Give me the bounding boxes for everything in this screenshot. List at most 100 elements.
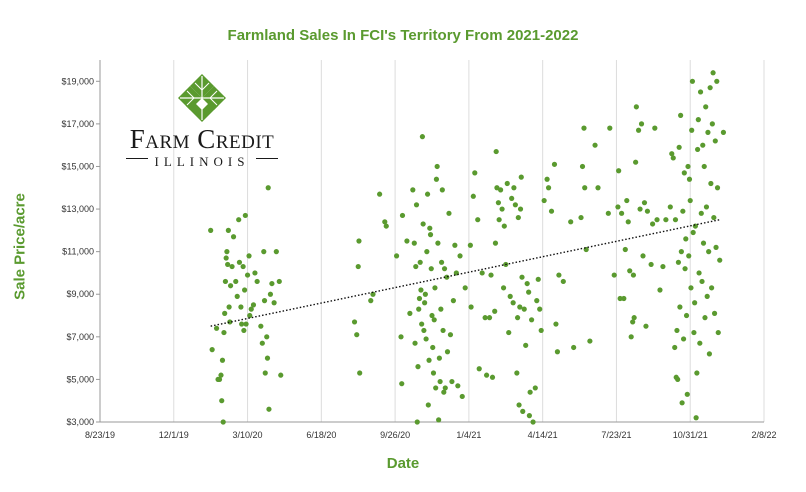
data-point bbox=[545, 185, 552, 191]
x-tick-label: 10/31/21 bbox=[673, 430, 708, 440]
data-point bbox=[229, 263, 235, 270]
data-point bbox=[715, 329, 721, 336]
data-point bbox=[241, 327, 247, 334]
data-point bbox=[678, 249, 684, 255]
data-point bbox=[411, 240, 417, 246]
data-point bbox=[459, 393, 465, 400]
data-point bbox=[382, 219, 388, 225]
data-point bbox=[370, 291, 376, 297]
data-point bbox=[357, 370, 363, 376]
data-point bbox=[679, 400, 685, 406]
data-point bbox=[515, 214, 521, 221]
data-point bbox=[427, 225, 433, 231]
data-point bbox=[243, 321, 249, 327]
data-point bbox=[696, 270, 702, 276]
data-point bbox=[509, 195, 515, 202]
data-point bbox=[688, 285, 694, 291]
data-point bbox=[479, 270, 485, 276]
data-point bbox=[687, 197, 693, 204]
data-point bbox=[416, 295, 423, 302]
data-point bbox=[434, 163, 440, 170]
x-axis-label: Date bbox=[386, 455, 420, 472]
data-point bbox=[264, 334, 270, 340]
data-point bbox=[240, 263, 246, 270]
data-point bbox=[627, 268, 633, 274]
data-point bbox=[227, 283, 234, 289]
x-tick-label: 9/26/20 bbox=[380, 430, 410, 440]
data-point bbox=[512, 202, 518, 208]
data-point bbox=[248, 306, 254, 312]
data-point bbox=[467, 242, 473, 248]
data-point bbox=[554, 349, 561, 355]
data-point bbox=[680, 208, 686, 214]
data-point bbox=[442, 385, 448, 391]
data-point bbox=[595, 185, 601, 191]
data-point bbox=[514, 315, 521, 321]
data-point bbox=[640, 253, 646, 259]
x-tick-label: 4/14/21 bbox=[528, 430, 558, 440]
data-point bbox=[452, 242, 458, 248]
data-point bbox=[581, 125, 587, 131]
data-point bbox=[489, 374, 496, 380]
data-point bbox=[529, 317, 535, 323]
data-point bbox=[551, 161, 558, 167]
data-point bbox=[631, 315, 637, 321]
data-point bbox=[501, 223, 507, 229]
data-point bbox=[541, 197, 547, 204]
data-point bbox=[440, 327, 446, 334]
data-point bbox=[415, 364, 421, 370]
data-point bbox=[630, 319, 636, 325]
data-point bbox=[675, 259, 682, 265]
data-point bbox=[218, 372, 224, 378]
data-point bbox=[617, 295, 623, 302]
data-point bbox=[506, 329, 512, 336]
data-point bbox=[422, 291, 428, 297]
data-point bbox=[236, 259, 243, 265]
data-point bbox=[250, 302, 257, 308]
data-point bbox=[435, 240, 441, 246]
data-point bbox=[399, 212, 406, 219]
data-point bbox=[703, 104, 709, 110]
axes bbox=[96, 60, 764, 423]
data-point bbox=[424, 249, 430, 255]
data-point bbox=[699, 278, 705, 285]
data-point bbox=[273, 249, 279, 255]
data-point bbox=[695, 117, 701, 123]
x-tick-label: 6/18/20 bbox=[306, 430, 336, 440]
data-point bbox=[643, 323, 649, 329]
data-point bbox=[225, 227, 231, 233]
data-point bbox=[457, 253, 463, 259]
data-point bbox=[427, 232, 434, 238]
data-point bbox=[221, 329, 227, 336]
data-point bbox=[498, 187, 504, 193]
data-point bbox=[628, 334, 634, 340]
data-point bbox=[517, 304, 523, 310]
data-point bbox=[424, 191, 431, 197]
data-point bbox=[441, 266, 448, 272]
data-point bbox=[276, 278, 282, 285]
data-point bbox=[438, 259, 445, 265]
data-point bbox=[635, 127, 642, 133]
data-point bbox=[430, 344, 436, 351]
data-point bbox=[706, 351, 713, 357]
data-point bbox=[624, 197, 630, 204]
trendline-group bbox=[210, 219, 720, 327]
data-point bbox=[553, 321, 559, 327]
data-point bbox=[450, 298, 456, 304]
data-point bbox=[472, 170, 478, 176]
data-point bbox=[354, 332, 360, 338]
data-point bbox=[414, 419, 420, 425]
data-point bbox=[676, 144, 682, 150]
data-point bbox=[710, 70, 716, 76]
x-tick-label: 12/1/19 bbox=[159, 430, 189, 440]
data-point bbox=[420, 221, 426, 227]
data-point bbox=[605, 210, 611, 216]
data-point bbox=[622, 246, 628, 253]
data-point bbox=[216, 376, 223, 383]
data-point bbox=[526, 413, 532, 419]
data-point bbox=[413, 263, 419, 270]
data-point bbox=[436, 417, 442, 423]
data-point bbox=[711, 310, 718, 316]
logo-text-line2: ILLINOIS bbox=[154, 154, 250, 169]
